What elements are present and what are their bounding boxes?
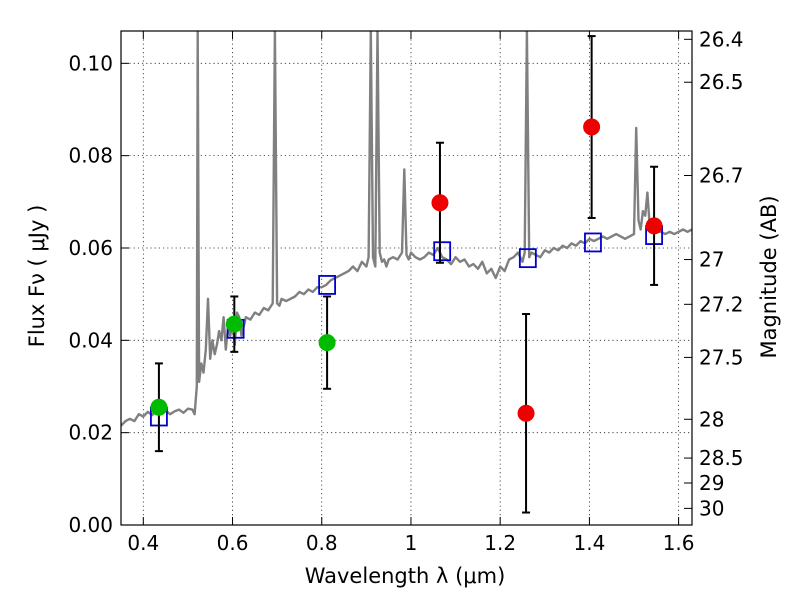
y-tick-label: 0.06 [68, 236, 113, 260]
y-tick-label: 0.02 [68, 421, 113, 445]
model-photometry-square [584, 232, 602, 253]
y-tick-label: 0.04 [68, 328, 113, 352]
y-axis-label: Flux Fν ( μJy ) [25, 205, 49, 348]
x-axis-label: Wavelength λ (μm) [305, 564, 506, 588]
red-data-point [645, 217, 663, 235]
x-tick-label: 0.4 [127, 531, 159, 555]
y2-tick-label: 29 [699, 471, 724, 495]
y2-tick-label: 26.4 [699, 27, 744, 51]
y2-tick-label: 28 [699, 407, 724, 431]
x-tick-label: 1.4 [573, 531, 605, 555]
y2-tick-label: 28.5 [699, 446, 744, 470]
x-tick-label: 1 [405, 531, 418, 555]
x-tick-label: 0.6 [217, 531, 249, 555]
x-tick-label: 0.8 [306, 531, 338, 555]
green-data-point [150, 398, 168, 416]
x-tick-label: 1.6 [663, 531, 695, 555]
y2-tick-label: 27.5 [699, 345, 744, 369]
model-spectrum-line [121, 31, 692, 427]
model-photometry-square [318, 275, 336, 295]
x-tick-label: 1.2 [484, 531, 516, 555]
y-tick-label: 0.10 [68, 51, 113, 75]
red-data-point [583, 118, 601, 136]
model-spectrum-layer [121, 31, 692, 427]
y2-tick-label: 30 [699, 496, 724, 520]
error-bars-layer [154, 35, 659, 514]
y2-tick-label: 26.5 [699, 70, 744, 94]
y2-tick-label: 27.2 [699, 292, 744, 316]
y-tick-label: 0.00 [68, 513, 113, 537]
axis-ticks [121, 31, 692, 526]
plot-frame [120, 30, 693, 526]
y-tick-label: 0.08 [68, 144, 113, 168]
green-data-point [318, 334, 336, 352]
model-photometry-square [518, 248, 537, 269]
red-data-point [431, 194, 449, 212]
green-data-point [225, 315, 243, 333]
tick-labels: 0.4 0.6 0.8 1 1.2 1.4 1.6 0.00 0.02 0.04 0.06 0.08 0… [68, 27, 743, 555]
red-data-point [517, 404, 535, 422]
model-photometry-square [433, 241, 452, 262]
y2-axis-label: Magnitude (AB) [757, 195, 781, 358]
y2-tick-label: 26.7 [699, 164, 744, 188]
photometry-points-layer [150, 118, 663, 422]
y2-tick-label: 27 [699, 248, 724, 272]
grid-lines [121, 31, 692, 526]
